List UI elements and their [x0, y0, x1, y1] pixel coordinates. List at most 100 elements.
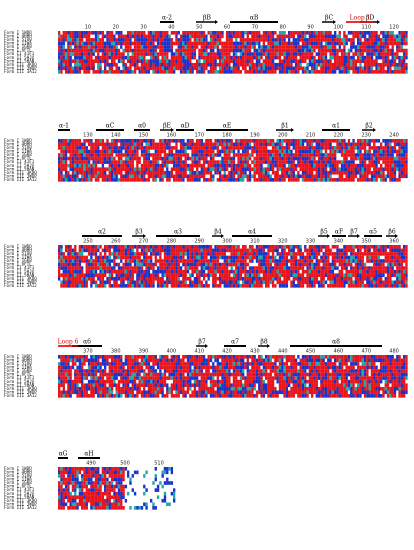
residue-cell	[175, 170, 178, 175]
residue-cell	[276, 280, 279, 285]
residue-cell	[173, 178, 176, 182]
residue-cell	[143, 269, 146, 274]
residue-cell	[232, 262, 236, 267]
residue-cell	[81, 248, 84, 253]
residue-cell	[242, 255, 245, 260]
residue-cell	[168, 280, 171, 285]
residue-cell	[386, 55, 390, 60]
residue-cell	[354, 276, 358, 281]
residue-cell	[143, 262, 146, 267]
residue-cell	[271, 259, 275, 263]
residue-cell	[94, 160, 98, 164]
residue-cell	[129, 45, 132, 49]
residue-cell	[255, 41, 259, 46]
residue-cell	[322, 31, 325, 35]
residue-cell	[246, 31, 249, 35]
residue-cell	[207, 31, 210, 35]
tick-label: 290	[194, 239, 204, 245]
residue-cell	[235, 273, 238, 277]
residue-cell	[189, 45, 192, 49]
residue-cell	[83, 142, 86, 147]
residue-cell	[161, 266, 164, 270]
residue-cell	[322, 273, 325, 277]
residue-cell	[159, 259, 162, 263]
residue-cell	[173, 276, 176, 281]
residue-cell	[361, 146, 364, 150]
strand-arrow	[276, 128, 294, 132]
residue-cell	[274, 160, 277, 164]
residue-cell	[377, 48, 381, 53]
residue-cell	[92, 269, 95, 274]
residue-cell	[159, 139, 162, 143]
residue-cell	[306, 146, 309, 150]
residue-cell	[101, 48, 105, 53]
residue-cell	[357, 52, 360, 56]
residue-cell	[350, 38, 353, 42]
residue-cell	[334, 178, 337, 182]
residue-cell	[173, 255, 176, 260]
residue-cell	[71, 52, 75, 56]
residue-cell	[120, 273, 123, 277]
residue-cell	[152, 266, 155, 270]
residue-cell	[398, 174, 401, 179]
residue-cell	[127, 255, 130, 260]
residue-cell	[232, 269, 236, 274]
residue-cell	[366, 31, 369, 35]
residue-cell	[166, 55, 169, 60]
residue-cell	[375, 280, 378, 285]
residue-cell	[340, 149, 344, 154]
residue-cell	[85, 41, 88, 46]
residue-cell	[97, 160, 100, 164]
residue-cell	[354, 59, 358, 63]
residue-cell	[186, 262, 190, 267]
residue-cell	[306, 178, 309, 182]
residue-cell	[315, 245, 318, 249]
residue-cell	[154, 66, 157, 71]
residue-cell	[58, 160, 61, 164]
residue-cell	[317, 38, 321, 42]
residue-cell	[313, 269, 316, 274]
residue-cell	[159, 45, 162, 49]
residue-cell	[143, 280, 146, 285]
residue-cell	[127, 178, 130, 182]
residue-cell	[359, 139, 362, 143]
residue-cell	[292, 70, 295, 74]
residue-cell	[97, 38, 100, 42]
residue-cell	[260, 160, 263, 164]
residue-cell	[393, 255, 397, 260]
residue-cell	[87, 149, 91, 154]
residue-cell	[81, 266, 84, 270]
residue-cell	[313, 34, 316, 39]
residue-cell	[389, 48, 392, 53]
residue-cell	[127, 160, 130, 164]
residue-cell	[97, 167, 100, 171]
residue-cell	[403, 139, 406, 143]
residue-cell	[246, 38, 249, 42]
residue-cell	[265, 156, 268, 161]
residue-cell	[152, 170, 155, 175]
residue-cell	[99, 153, 102, 157]
residue-cell	[92, 248, 95, 253]
residue-cell	[69, 259, 72, 263]
residue-cell	[154, 178, 157, 182]
residue-cell	[271, 280, 275, 285]
residue-cell	[246, 34, 249, 39]
residue-cell	[246, 284, 249, 288]
residue-cell	[393, 273, 397, 277]
residue-cell	[104, 259, 107, 263]
residue-cell	[101, 59, 105, 63]
residue-cell	[373, 48, 376, 53]
residue-cell	[324, 45, 328, 49]
residue-cell	[382, 273, 385, 277]
residue-cell	[196, 163, 199, 168]
residue-cell	[260, 255, 263, 260]
residue-cell	[154, 276, 157, 281]
residue-cell	[219, 38, 222, 42]
residue-cell	[354, 31, 358, 35]
residue-cell	[200, 149, 203, 154]
residue-cell	[299, 38, 302, 42]
residue-cell	[83, 255, 86, 260]
residue-cell	[375, 41, 378, 46]
residue-cell	[127, 245, 130, 249]
residue-cell	[363, 45, 367, 49]
